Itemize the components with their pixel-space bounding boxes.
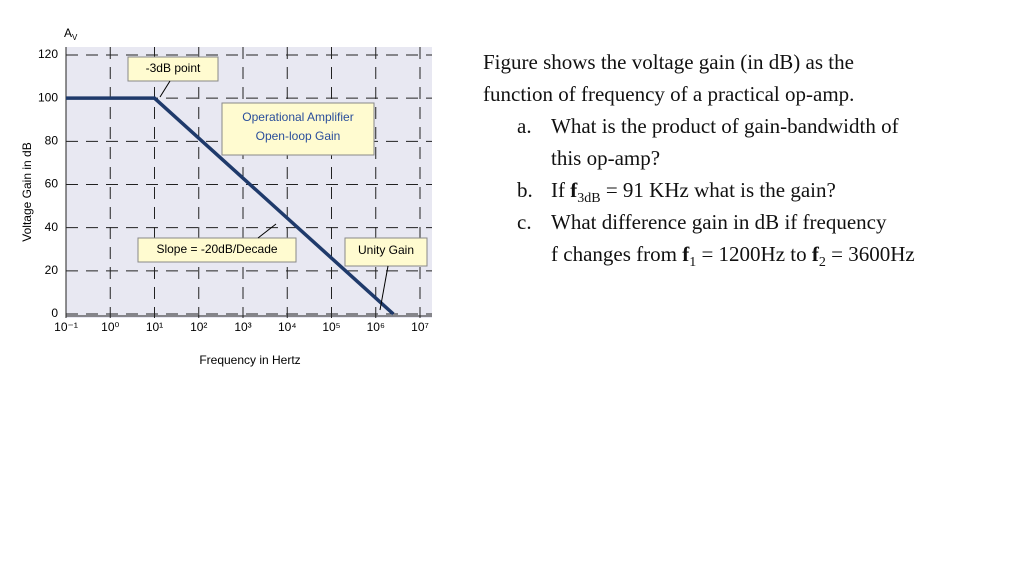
annotation: Slope = -20dB/Decade (156, 242, 277, 256)
subscript: 1 (689, 255, 697, 271)
annotation-box (127, 56, 219, 82)
annotation: Operational Amplifier (242, 110, 353, 124)
x-tick-label: 10¹ (146, 320, 163, 334)
text: = 91 KHz what is the gain? (605, 178, 836, 202)
symbol: f (811, 242, 819, 266)
y-tick-label: 0 (51, 306, 58, 320)
y-tick-label: 60 (45, 177, 59, 191)
question: b. If f3dB = 91 KHz what is the gain? (517, 174, 915, 206)
y-tick-label: 80 (45, 134, 59, 148)
y-tick-label: 20 (45, 263, 59, 277)
annotations: -3dB point Operational Amplifier Open-lo… (127, 56, 428, 311)
annotation-box (221, 102, 375, 156)
annotation: -3dB point (146, 61, 201, 75)
annotation-box (137, 237, 297, 263)
question-line: What difference gain in dB if frequency (551, 210, 887, 234)
annotation: Open-loop Gain (256, 129, 341, 143)
x-tick-label: 10⁰ (101, 320, 119, 334)
x-axis-label: Frequency in Hertz (199, 353, 300, 367)
text: = 1200Hz to (701, 242, 807, 266)
text: If (551, 178, 565, 202)
marker: c. (517, 210, 532, 234)
gain-line (66, 96, 395, 316)
question-line: this op-amp? (551, 146, 661, 170)
y-axis-label: Voltage Gain in dB (20, 142, 34, 241)
x-tick-label: 10⁴ (278, 320, 297, 334)
annotation: Unity Gain (358, 243, 414, 257)
question-line: What is the product of gain-bandwidth of (551, 114, 899, 138)
y-symbol: AV (64, 26, 78, 42)
x-tick-label: 10⁷ (411, 320, 429, 334)
subscript: 2 (818, 255, 826, 271)
y-symbol-main: A (64, 26, 72, 40)
chart: AV Voltage Gain in dB Frequency in Hertz… (20, 26, 432, 367)
y-tick-label: 100 (38, 90, 58, 104)
intro-line: function of frequency of a practical op-… (483, 82, 855, 106)
x-tick-label: 10² (190, 320, 207, 334)
annotation-box (344, 237, 428, 267)
intro-line: Figure shows the voltage gain (in dB) as… (483, 50, 854, 74)
x-tick-label: 10⁵ (322, 320, 340, 334)
symbol: f (682, 242, 690, 266)
text: = 3600Hz (831, 242, 915, 266)
y-tick-label: 120 (38, 47, 58, 61)
subscript: 3dB (577, 191, 601, 207)
marker: b. (517, 178, 533, 202)
arrow (379, 265, 389, 311)
question-text: Figure shows the voltage gain (in dB) as… (483, 46, 915, 270)
plot: 0 20 40 60 80 100 120 10⁻¹ 10⁰ 10¹ 10² 10³ 10⁴ 10⁵ 10⁶… (38, 47, 432, 334)
question: a. What is the product of gain-bandwidth … (517, 110, 915, 174)
text: f changes from (551, 242, 677, 266)
question: c. What difference gain in dB if frequenc… (517, 206, 915, 270)
x-tick-label: 10⁶ (367, 320, 385, 334)
y-tick-label: 40 (45, 220, 59, 234)
symbol: f (570, 178, 578, 202)
x-tick-label: 10⁻¹ (54, 320, 78, 334)
x-tick-label: 10³ (234, 320, 251, 334)
y-symbol-sub: V (72, 33, 78, 42)
arrow (257, 223, 277, 239)
marker: a. (517, 114, 532, 138)
arrow (159, 80, 171, 98)
